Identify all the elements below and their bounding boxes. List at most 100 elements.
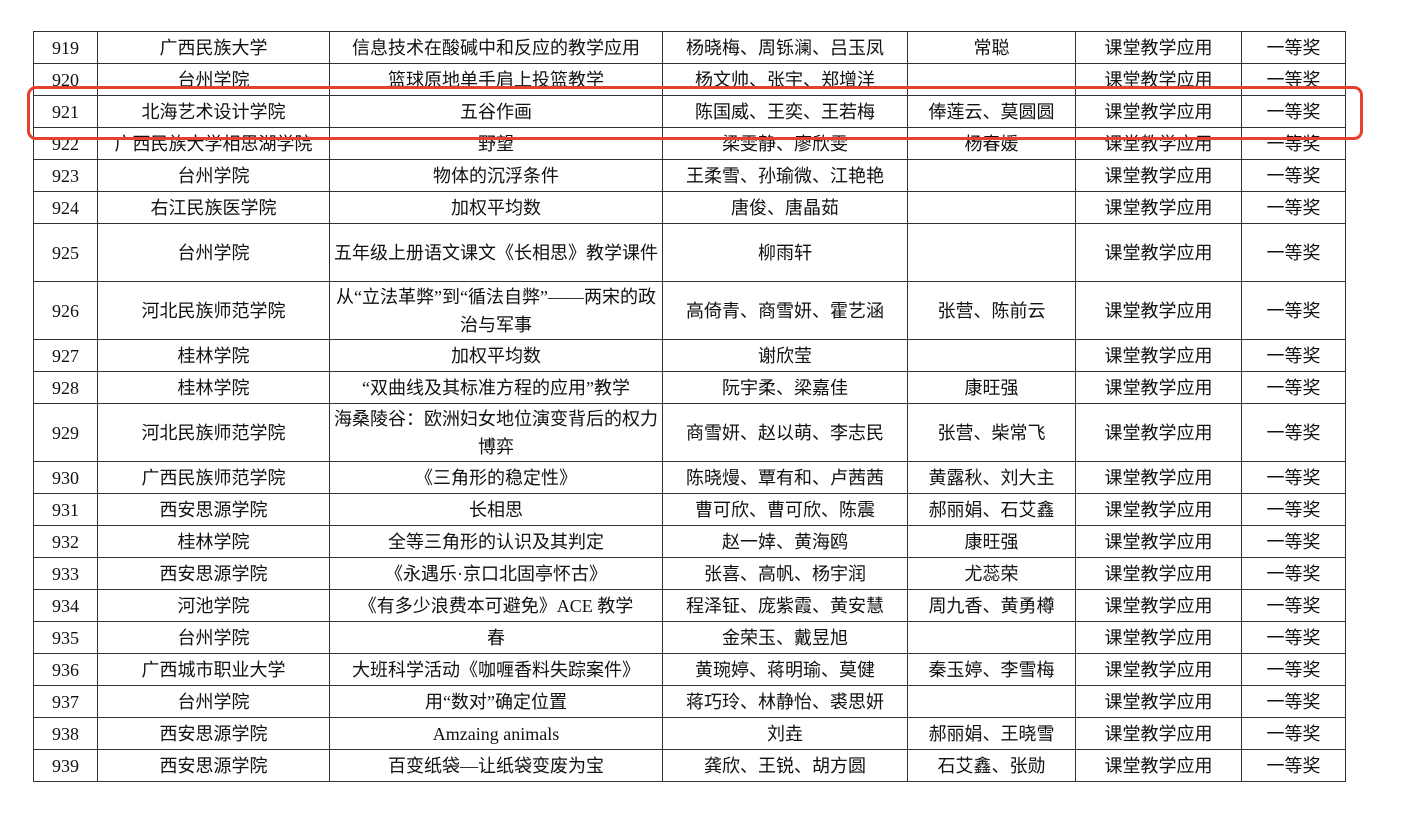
authors-cell: 杨晓梅、周铄澜、吕玉凤	[662, 31, 908, 64]
work-title-cell: 《永遇乐·京口北固亭怀古》	[329, 557, 663, 590]
table-row: 935 台州学院春金荣玉、戴昱旭 课堂教学应用 一等奖	[33, 621, 1346, 654]
authors-cell: 金荣玉、戴昱旭	[662, 621, 908, 654]
award-cell: 一等奖	[1241, 223, 1346, 282]
category-cell: 课堂教学应用	[1075, 749, 1242, 782]
category-cell: 课堂教学应用	[1075, 685, 1242, 718]
award-cell: 一等奖	[1241, 339, 1346, 372]
authors-cell: 柳雨轩	[662, 223, 908, 282]
school-cell: 桂林学院	[97, 339, 330, 372]
category-cell: 课堂教学应用	[1075, 191, 1242, 224]
work-title-cell: 春	[329, 621, 663, 654]
advisors-cell: 张营、陈前云	[907, 281, 1076, 340]
work-title-cell: 从“立法革弊”到“循法自弊”——两宋的政治与军事	[329, 281, 663, 340]
award-cell: 一等奖	[1241, 461, 1346, 494]
award-cell: 一等奖	[1241, 493, 1346, 526]
advisors-cell	[907, 685, 1076, 718]
category-cell: 课堂教学应用	[1075, 31, 1242, 64]
category-cell: 课堂教学应用	[1075, 461, 1242, 494]
table-row: 927 桂林学院 加权平均数 谢欣莹 课堂教学应用 一等奖	[33, 339, 1346, 372]
work-title-cell: 全等三角形的认识及其判定	[329, 525, 663, 558]
work-title-cell: 篮球原地单手肩上投篮教学	[329, 63, 663, 96]
authors-cell: 陈晓熳、覃有和、卢茜茜	[662, 461, 908, 494]
advisors-cell: 康旺强	[907, 371, 1076, 404]
work-title-cell: 百变纸袋—让纸袋变废为宝	[329, 749, 663, 782]
category-cell: 课堂教学应用	[1075, 63, 1242, 96]
school-cell: 广西民族师范学院	[97, 461, 330, 494]
category-cell: 课堂教学应用	[1075, 403, 1242, 462]
row-number-cell: 938	[33, 717, 98, 750]
school-cell: 桂林学院	[97, 371, 330, 404]
table-row: 936 广西城市职业大学 大班科学活动《咖喱香料失踪案件》 黄琬婷、蒋明瑜、莫健 秦玉婷…	[33, 653, 1346, 686]
authors-cell: 程泽钲、庞紫霞、黄安慧	[662, 589, 908, 622]
row-number-cell: 937	[33, 685, 98, 718]
award-cell: 一等奖	[1241, 159, 1346, 192]
row-number-cell: 920	[33, 63, 98, 96]
authors-cell: 商雪妍、赵以萌、李志民	[662, 403, 908, 462]
table-row: 919 广西民族大学 信息技术在酸碱中和反应的教学应用 杨晓梅、周铄澜、吕玉凤 常聪 课堂…	[33, 31, 1346, 64]
school-cell: 台州学院	[97, 63, 330, 96]
school-cell: 广西城市职业大学	[97, 653, 330, 686]
school-cell: 台州学院	[97, 159, 330, 192]
advisors-cell	[907, 621, 1076, 654]
row-number-cell: 921	[33, 95, 98, 128]
work-title-cell: “双曲线及其标准方程的应用”教学	[329, 371, 663, 404]
school-cell: 河北民族师范学院	[97, 281, 330, 340]
award-cell: 一等奖	[1241, 653, 1346, 686]
advisors-cell: 俸莲云、莫圆圆	[907, 95, 1076, 128]
advisors-cell: 黄露秋、刘大主	[907, 461, 1076, 494]
table-row: 924 右江民族医学院 加权平均数 唐俊、唐晶茹 课堂教学应用 一等奖	[33, 191, 1346, 224]
authors-cell: 谢欣莹	[662, 339, 908, 372]
school-cell: 右江民族医学院	[97, 191, 330, 224]
category-cell: 课堂教学应用	[1075, 653, 1242, 686]
advisors-cell: 郝丽娟、石艾鑫	[907, 493, 1076, 526]
school-cell: 西安思源学院	[97, 749, 330, 782]
row-number-cell: 928	[33, 371, 98, 404]
award-cell: 一等奖	[1241, 717, 1346, 750]
table-row: 921 北海艺术设计学院 五谷作画 陈国威、王奕、王若梅 俸莲云、莫圆圆 课堂教学应用 一等…	[33, 95, 1346, 128]
school-cell: 河北民族师范学院	[97, 403, 330, 462]
work-title-cell: 加权平均数	[329, 191, 663, 224]
advisors-cell: 石艾鑫、张勋	[907, 749, 1076, 782]
table-row: 920 台州学院 篮球原地单手肩上投篮教学 杨文帅、张宇、郑增洋 课堂教学应用 一等奖	[33, 63, 1346, 96]
row-number-cell: 931	[33, 493, 98, 526]
advisors-cell	[907, 339, 1076, 372]
advisors-cell: 常聪	[907, 31, 1076, 64]
row-number-cell: 926	[33, 281, 98, 340]
advisors-cell: 康旺强	[907, 525, 1076, 558]
advisors-cell	[907, 191, 1076, 224]
work-title-cell: 《三角形的稳定性》	[329, 461, 663, 494]
award-table: 919 广西民族大学 信息技术在酸碱中和反应的教学应用 杨晓梅、周铄澜、吕玉凤 常聪 课堂…	[33, 31, 1346, 782]
school-cell: 广西民族大学相思湖学院	[97, 127, 330, 160]
table-row: 923 台州学院 物体的沉浮条件 王柔雪、孙瑜微、江艳艳 课堂教学应用 一等奖	[33, 159, 1346, 192]
category-cell: 课堂教学应用	[1075, 371, 1242, 404]
advisors-cell	[907, 223, 1076, 282]
row-number-cell: 924	[33, 191, 98, 224]
authors-cell: 龚欣、王锐、胡方圆	[662, 749, 908, 782]
authors-cell: 高倚青、商雪妍、霍艺涵	[662, 281, 908, 340]
table-row: 937 台州学院 用“数对”确定位置 蒋巧玲、林静怡、裘思妍 课堂教学应用 一等奖	[33, 685, 1346, 718]
authors-cell: 蒋巧玲、林静怡、裘思妍	[662, 685, 908, 718]
authors-cell: 刘垚	[662, 717, 908, 750]
row-number-cell: 934	[33, 589, 98, 622]
table-row: 929 河北民族师范学院 海桑陵谷：欧洲妇女地位演变背后的权力博弈 商雪妍、赵以萌、李…	[33, 403, 1346, 462]
advisors-cell: 杨春媛	[907, 127, 1076, 160]
table-row: 922 广西民族大学相思湖学院 野望 梁雯静、廖欣雯 杨春媛 课堂教学应用 一等奖	[33, 127, 1346, 160]
authors-cell: 杨文帅、张宇、郑增洋	[662, 63, 908, 96]
advisors-cell: 张营、柴常飞	[907, 403, 1076, 462]
advisors-cell: 郝丽娟、王晓雪	[907, 717, 1076, 750]
row-number-cell: 922	[33, 127, 98, 160]
authors-cell: 唐俊、唐晶茹	[662, 191, 908, 224]
school-cell: 桂林学院	[97, 525, 330, 558]
school-cell: 西安思源学院	[97, 557, 330, 590]
category-cell: 课堂教学应用	[1075, 621, 1242, 654]
award-cell: 一等奖	[1241, 371, 1346, 404]
award-cell: 一等奖	[1241, 621, 1346, 654]
category-cell: 课堂教学应用	[1075, 717, 1242, 750]
authors-cell: 王柔雪、孙瑜微、江艳艳	[662, 159, 908, 192]
school-cell: 北海艺术设计学院	[97, 95, 330, 128]
school-cell: 西安思源学院	[97, 493, 330, 526]
table-row: 934 河池学院 《有多少浪费本可避免》ACE 教学 程泽钲、庞紫霞、黄安慧 周九香、黄…	[33, 589, 1346, 622]
award-cell: 一等奖	[1241, 281, 1346, 340]
work-title-cell: 海桑陵谷：欧洲妇女地位演变背后的权力博弈	[329, 403, 663, 462]
category-cell: 课堂教学应用	[1075, 557, 1242, 590]
